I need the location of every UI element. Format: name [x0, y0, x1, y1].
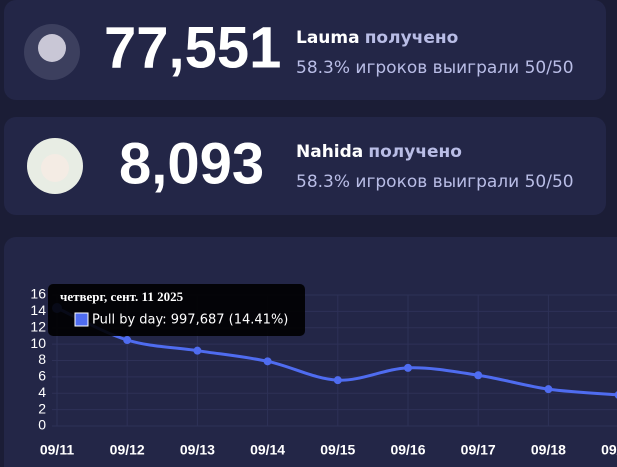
card [4, 0, 606, 100]
subtitle: 58.3% игроков выиграли 50/50 [296, 58, 574, 78]
chart-card [4, 237, 617, 467]
point [263, 357, 272, 366]
x-tick-label: 09/16 [390, 442, 425, 458]
point [123, 336, 132, 345]
y-tick-label: 14 [30, 302, 46, 318]
x-tick-label: 09/12 [110, 442, 145, 458]
point [333, 376, 342, 385]
x-tick-label: 09/19 [601, 442, 617, 458]
tooltip-title: четверг, сент. 11 2025 [60, 289, 184, 304]
point [193, 346, 202, 355]
tooltip-box [48, 284, 305, 336]
point [404, 363, 412, 372]
point [614, 391, 617, 399]
subtitle: 58.3% игроков выиграли 50/50 [296, 172, 574, 192]
card [4, 117, 606, 215]
y-tick-label: 4 [38, 384, 46, 400]
character-name: Nahida [296, 142, 363, 162]
y-tick-label: 10 [30, 335, 46, 351]
y-tick-label: 6 [38, 368, 46, 384]
pull-count: 77,551 [104, 15, 281, 80]
x-tick-label: 09/13 [180, 442, 215, 458]
tooltip-swatch [74, 312, 89, 327]
pull-count: 8,093 [119, 131, 264, 196]
card-heading: Lauma получено [296, 28, 458, 49]
tooltip: четверг, сент. 11 2025 Pull by day: 997,… [48, 284, 305, 336]
character-name: Lauma [296, 28, 360, 48]
x-tick-label: 09/11 [40, 442, 74, 458]
point [474, 371, 483, 380]
tooltip-label: Pull by day: 997,687 (14.41%) [92, 313, 288, 328]
y-tick-label: 2 [38, 400, 46, 416]
point [544, 385, 553, 394]
status: получено [368, 142, 462, 162]
y-tick-label: 12 [30, 318, 46, 334]
x-tick-label: 09/18 [531, 442, 566, 458]
y-tick-label: 8 [38, 351, 46, 367]
y-tick-label: 16 [30, 286, 46, 302]
status: получено [365, 28, 459, 48]
x-tick-label: 09/17 [461, 442, 496, 458]
y-tick-label: 0 [38, 417, 46, 433]
avatar-face [38, 34, 66, 62]
avatar-face [41, 154, 69, 182]
x-tick-label: 09/14 [250, 442, 285, 458]
card-heading: Nahida получено [296, 142, 462, 163]
x-tick-label: 09/15 [320, 442, 355, 458]
